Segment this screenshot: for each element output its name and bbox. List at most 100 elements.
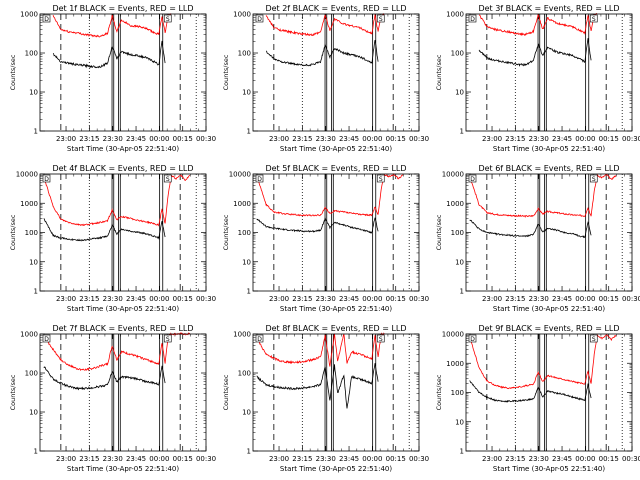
x-tick-label: 00:30 bbox=[409, 455, 429, 463]
series-line-lld bbox=[256, 173, 404, 217]
x-tick-label: 23:45 bbox=[339, 295, 359, 303]
x-tick-label: 23:45 bbox=[552, 295, 572, 303]
plot-frame bbox=[252, 333, 420, 452]
x-tick-label: 23:45 bbox=[552, 455, 572, 463]
y-tick-label: 10 bbox=[455, 258, 464, 266]
flag-box bbox=[589, 14, 598, 23]
x-tick-label: 23:00 bbox=[269, 455, 289, 463]
x-tick-label: 00:15 bbox=[599, 455, 619, 463]
series-line-lld bbox=[43, 332, 191, 372]
x-tick-label: 00:15 bbox=[173, 135, 193, 143]
x-tick-label: 23:00 bbox=[482, 295, 502, 303]
x-tick-label: 23:15 bbox=[79, 135, 99, 143]
flag-box bbox=[255, 14, 264, 23]
y-tick-label: 10 bbox=[29, 89, 38, 97]
x-tick-label: 23:30 bbox=[316, 455, 336, 463]
flag-label: D bbox=[44, 176, 49, 183]
y-tick-label: 100 bbox=[25, 370, 38, 378]
y-axis-label: Counts/sec bbox=[222, 214, 230, 250]
x-tick-label: 00:30 bbox=[196, 295, 216, 303]
y-tick-label: 1 bbox=[460, 288, 464, 296]
x-tick-label: 23:30 bbox=[103, 455, 123, 463]
y-tick-label: 10000 bbox=[16, 171, 38, 179]
x-tick-label: 23:45 bbox=[126, 455, 146, 463]
flag-box bbox=[468, 334, 477, 343]
y-axis-label: Counts/sec bbox=[435, 374, 443, 410]
flag-label: D bbox=[257, 176, 262, 183]
y-tick-label: 10 bbox=[29, 409, 38, 417]
y-tick-label: 1 bbox=[34, 128, 38, 136]
series-line-events bbox=[43, 365, 166, 391]
panel-det-3: Det 3f BLACK = Events, RED = LLD Counts/s… bbox=[435, 4, 640, 153]
series-line-events bbox=[256, 363, 379, 409]
y-tick-label: 10000 bbox=[442, 331, 464, 339]
y-tick-label: 1000 bbox=[20, 200, 38, 208]
y-tick-label: 1000 bbox=[233, 331, 251, 339]
series-line-lld bbox=[52, 13, 172, 38]
flag-box bbox=[468, 174, 477, 183]
x-tick-label: 00:15 bbox=[173, 295, 193, 303]
panel-det-6: Det 6f BLACK = Events, RED = LLD Counts/s… bbox=[435, 164, 640, 313]
flag-label: S bbox=[379, 176, 383, 183]
flag-box bbox=[589, 334, 598, 343]
flag-label: S bbox=[379, 16, 383, 23]
flag-label: D bbox=[470, 336, 475, 343]
flag-label: S bbox=[166, 16, 170, 23]
y-tick-label: 1 bbox=[34, 288, 38, 296]
x-tick-label: 00:00 bbox=[149, 135, 169, 143]
x-tick-label: 00:15 bbox=[386, 295, 406, 303]
y-tick-label: 1000 bbox=[233, 11, 251, 19]
series-line-lld bbox=[256, 332, 385, 367]
plot-frame bbox=[252, 13, 420, 132]
series-line-events bbox=[43, 218, 166, 242]
panel-det-5: Det 5f BLACK = Events, RED = LLD Counts/s… bbox=[222, 164, 429, 313]
y-axis-label: Counts/sec bbox=[222, 374, 230, 410]
flag-label: D bbox=[470, 176, 475, 183]
flag-label: D bbox=[257, 336, 262, 343]
x-tick-label: 00:00 bbox=[575, 455, 595, 463]
panel-det-9: Det 9f BLACK = Events, RED = LLD Counts/s… bbox=[435, 324, 640, 473]
x-tick-label: 23:45 bbox=[126, 295, 146, 303]
y-tick-label: 1 bbox=[34, 448, 38, 456]
flag-box bbox=[163, 334, 172, 343]
flag-label: S bbox=[166, 176, 170, 183]
y-tick-label: 100 bbox=[25, 50, 38, 58]
series-line-events bbox=[256, 217, 379, 234]
y-axis-label: Counts/sec bbox=[9, 374, 17, 410]
plot-frame bbox=[39, 13, 207, 132]
flag-box bbox=[589, 174, 598, 183]
series-line-lld bbox=[469, 173, 617, 218]
x-axis-label: Start Time (30-Apr-05 22:51:40) bbox=[280, 465, 392, 473]
flag-box bbox=[376, 174, 385, 183]
y-tick-label: 10 bbox=[242, 409, 251, 417]
x-tick-label: 23:30 bbox=[316, 135, 336, 143]
x-tick-label: 00:30 bbox=[409, 135, 429, 143]
x-tick-label: 23:30 bbox=[316, 295, 336, 303]
series-line-events bbox=[52, 40, 166, 69]
x-tick-label: 00:30 bbox=[622, 135, 640, 143]
panel-title: Det 4f BLACK = Events, RED = LLD bbox=[52, 164, 193, 173]
x-axis-label: Start Time (30-Apr-05 22:51:40) bbox=[280, 305, 392, 313]
x-axis-label: Start Time (30-Apr-05 22:51:40) bbox=[493, 465, 605, 473]
series-line-events bbox=[478, 38, 592, 67]
x-axis-label: Start Time (30-Apr-05 22:51:40) bbox=[67, 145, 179, 153]
x-tick-label: 23:00 bbox=[482, 455, 502, 463]
plot-frame bbox=[465, 173, 633, 292]
y-axis-label: Counts/sec bbox=[9, 214, 17, 250]
y-tick-label: 1000 bbox=[446, 11, 464, 19]
x-tick-label: 00:15 bbox=[173, 455, 193, 463]
y-tick-label: 100 bbox=[238, 370, 251, 378]
x-tick-label: 23:45 bbox=[552, 135, 572, 143]
y-tick-label: 100 bbox=[451, 389, 464, 397]
y-tick-label: 1 bbox=[247, 288, 251, 296]
series-line-lld bbox=[43, 174, 191, 227]
x-tick-label: 23:00 bbox=[56, 135, 76, 143]
x-tick-label: 00:15 bbox=[599, 295, 619, 303]
x-tick-label: 00:00 bbox=[149, 455, 169, 463]
x-tick-label: 00:30 bbox=[409, 295, 429, 303]
x-tick-label: 23:45 bbox=[126, 135, 146, 143]
x-tick-label: 00:15 bbox=[599, 135, 619, 143]
panel-title: Det 8f BLACK = Events, RED = LLD bbox=[265, 324, 406, 333]
x-tick-label: 00:30 bbox=[622, 455, 640, 463]
panel-det-4: Det 4f BLACK = Events, RED = LLD Counts/s… bbox=[9, 164, 216, 313]
